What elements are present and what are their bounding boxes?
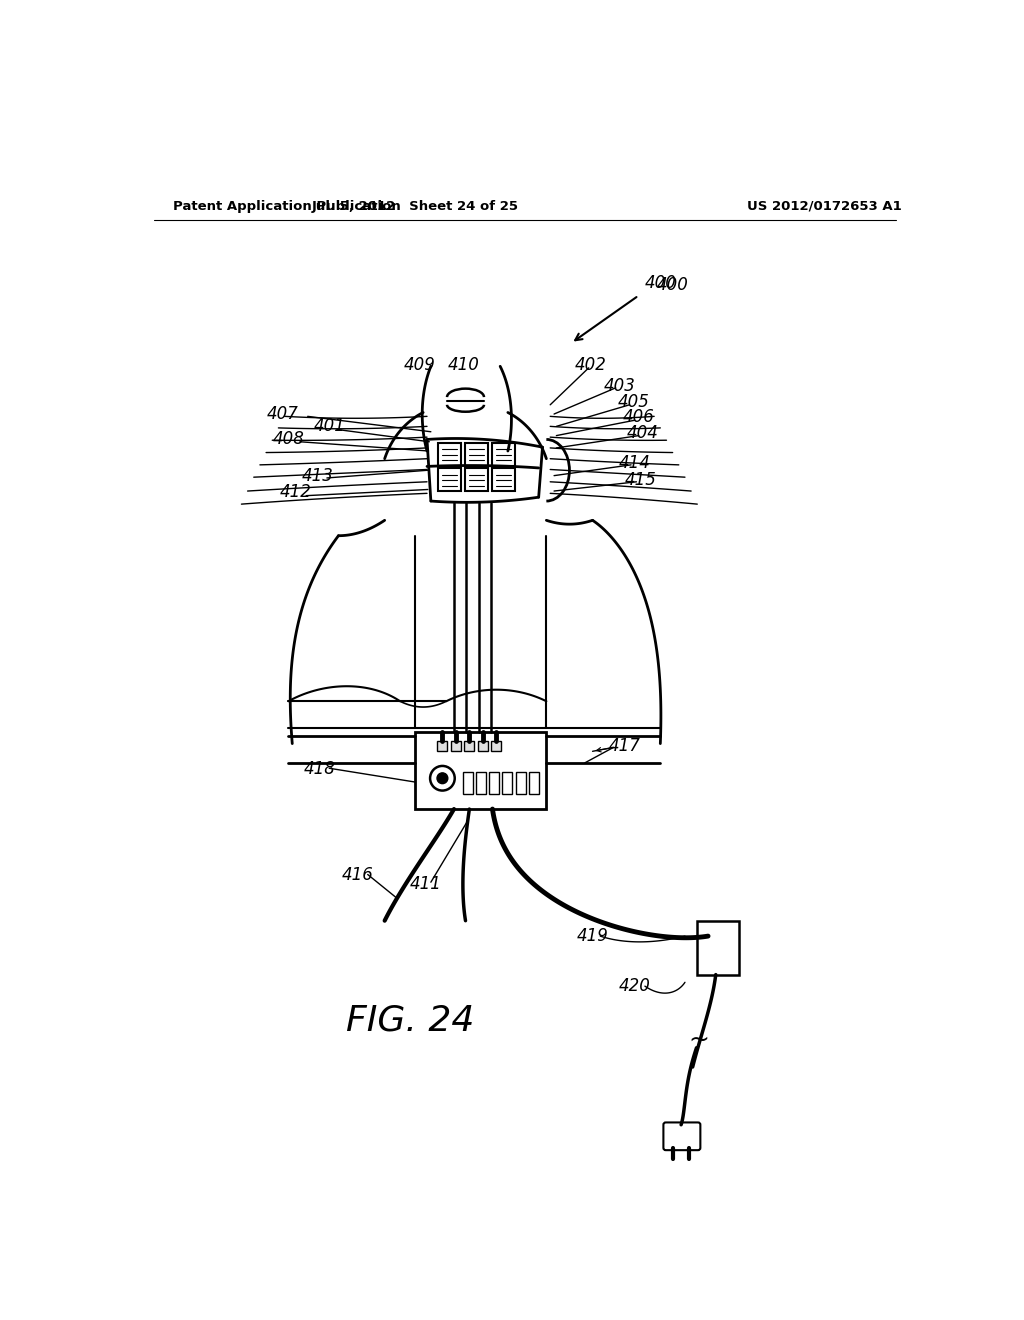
Bar bbox=[503, 772, 512, 793]
Text: 412: 412 bbox=[281, 483, 312, 500]
Text: 400: 400 bbox=[644, 275, 676, 292]
FancyBboxPatch shape bbox=[664, 1122, 700, 1150]
Text: 404: 404 bbox=[627, 424, 658, 442]
Bar bbox=[476, 772, 486, 793]
Text: 414: 414 bbox=[618, 454, 651, 471]
Text: 420: 420 bbox=[618, 977, 651, 995]
Text: 419: 419 bbox=[577, 927, 608, 945]
Text: 402: 402 bbox=[575, 356, 607, 374]
Text: 406: 406 bbox=[623, 408, 654, 426]
FancyBboxPatch shape bbox=[465, 442, 487, 466]
Circle shape bbox=[437, 774, 447, 784]
Bar bbox=[528, 772, 539, 793]
Text: 403: 403 bbox=[603, 376, 636, 395]
Text: Jul. 5, 2012   Sheet 24 of 25: Jul. 5, 2012 Sheet 24 of 25 bbox=[312, 199, 519, 213]
Text: 415: 415 bbox=[625, 471, 656, 490]
Text: 413: 413 bbox=[302, 467, 334, 484]
Text: 408: 408 bbox=[272, 430, 304, 447]
Bar bbox=[451, 742, 461, 751]
Text: 411: 411 bbox=[410, 875, 441, 892]
Bar bbox=[696, 921, 739, 974]
Bar bbox=[489, 772, 500, 793]
FancyBboxPatch shape bbox=[438, 442, 461, 466]
Text: 401: 401 bbox=[313, 417, 345, 436]
FancyBboxPatch shape bbox=[492, 469, 515, 491]
Bar bbox=[515, 772, 525, 793]
Text: 416: 416 bbox=[342, 866, 374, 883]
Text: 417: 417 bbox=[609, 737, 641, 755]
Text: 418: 418 bbox=[303, 760, 335, 777]
Text: 407: 407 bbox=[267, 405, 299, 422]
FancyBboxPatch shape bbox=[465, 469, 487, 491]
Text: 405: 405 bbox=[617, 393, 649, 412]
Text: US 2012/0172653 A1: US 2012/0172653 A1 bbox=[746, 199, 901, 213]
Bar bbox=[464, 742, 474, 751]
Bar bbox=[437, 742, 447, 751]
Text: 400: 400 bbox=[656, 276, 688, 294]
Bar bbox=[463, 772, 473, 793]
Text: ~: ~ bbox=[688, 1028, 710, 1052]
Text: 410: 410 bbox=[447, 356, 479, 374]
Bar bbox=[478, 742, 487, 751]
FancyBboxPatch shape bbox=[492, 442, 515, 466]
Bar bbox=[490, 742, 501, 751]
Text: 409: 409 bbox=[403, 356, 435, 374]
Bar bbox=[416, 733, 547, 809]
Circle shape bbox=[430, 766, 455, 791]
Text: Patent Application Publication: Patent Application Publication bbox=[173, 199, 400, 213]
FancyBboxPatch shape bbox=[438, 469, 461, 491]
Text: FIG. 24: FIG. 24 bbox=[346, 1003, 474, 1038]
